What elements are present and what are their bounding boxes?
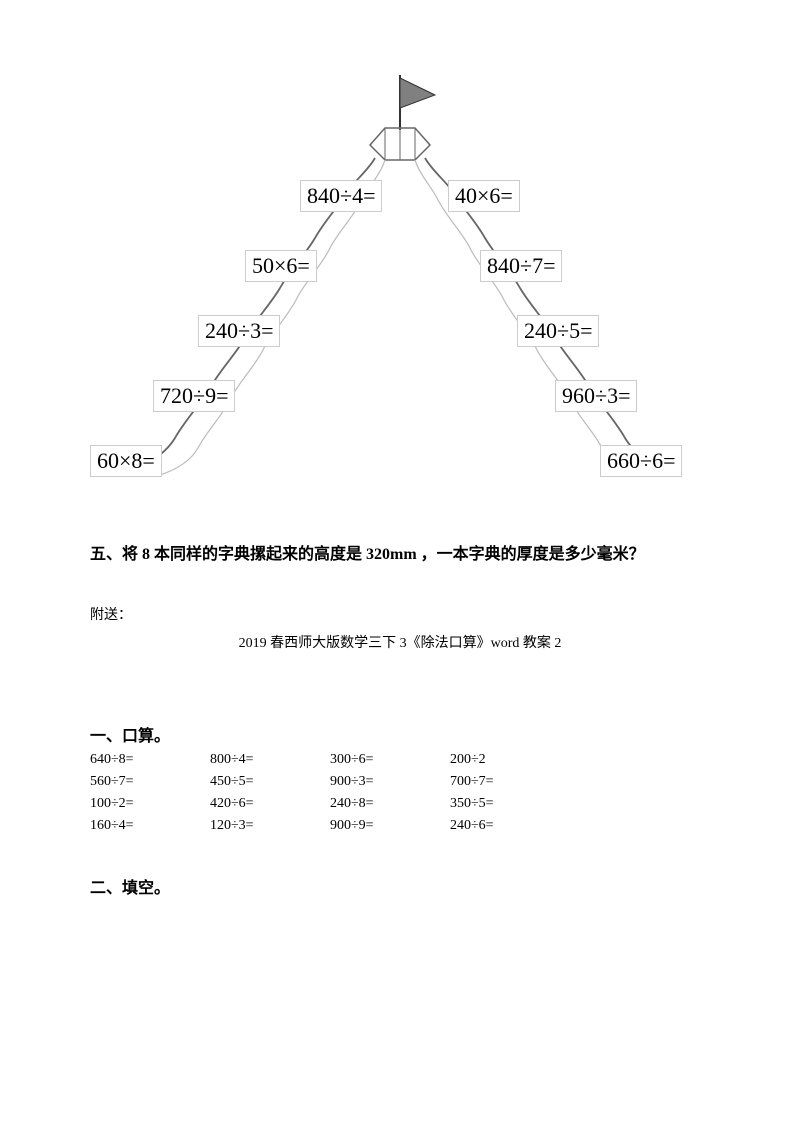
eq-right-2: 240÷5= xyxy=(517,315,599,347)
section-2-heading: 二、填空。 xyxy=(90,874,710,898)
calc-cell: 120÷3= xyxy=(210,818,300,834)
mental-calc-row: 560÷7= 450÷5= 900÷3= 700÷7= xyxy=(90,774,710,790)
calc-cell: 900÷9= xyxy=(330,818,420,834)
eq-left-1: 50×6= xyxy=(245,250,317,282)
eq-right-4: 660÷6= xyxy=(600,445,682,477)
eq-left-4: 60×8= xyxy=(90,445,162,477)
calc-cell: 200÷2 xyxy=(450,752,540,768)
calc-cell: 640÷8= xyxy=(90,752,180,768)
calc-cell: 560÷7= xyxy=(90,774,180,790)
mental-calc-row: 100÷2= 420÷6= 240÷8= 350÷5= xyxy=(90,796,710,812)
question-5: 五、将 8 本同样的字典摞起来的高度是 320mm ，一本字典的厚度是多少毫米？ xyxy=(90,540,710,564)
calc-cell: 900÷3= xyxy=(330,774,420,790)
eq-right-0: 40×6= xyxy=(448,180,520,212)
mental-calc-row: 160÷4= 120÷3= 900÷9= 240÷6= xyxy=(90,818,710,834)
eq-right-3: 960÷3= xyxy=(555,380,637,412)
subtitle: 2019 春西师大版数学三下 3《除法口算》word 教案 2 xyxy=(90,632,710,652)
calc-cell: 300÷6= xyxy=(330,752,420,768)
mental-calc-row: 640÷8= 800÷4= 300÷6= 200÷2 xyxy=(90,752,710,768)
mountain-svg xyxy=(90,70,710,480)
calc-cell: 240÷8= xyxy=(330,796,420,812)
calc-cell: 420÷6= xyxy=(210,796,300,812)
mental-calc-table: 640÷8= 800÷4= 300÷6= 200÷2 560÷7= 450÷5=… xyxy=(90,752,710,834)
calc-cell: 800÷4= xyxy=(210,752,300,768)
eq-left-3: 720÷9= xyxy=(153,380,235,412)
section-1-heading: 一、口算。 xyxy=(90,722,710,746)
calc-cell: 350÷5= xyxy=(450,796,540,812)
calc-cell: 240÷6= xyxy=(450,818,540,834)
calc-cell: 160÷4= xyxy=(90,818,180,834)
eq-left-2: 240÷3= xyxy=(198,315,280,347)
eq-right-1: 840÷7= xyxy=(480,250,562,282)
eq-left-0: 840÷4= xyxy=(300,180,382,212)
calc-cell: 450÷5= xyxy=(210,774,300,790)
mountain-diagram: 840÷4= 50×6= 240÷3= 720÷9= 60×8= 40×6= 8… xyxy=(90,70,710,480)
calc-cell: 700÷7= xyxy=(450,774,540,790)
appendix-label: 附送： xyxy=(90,604,710,624)
calc-cell: 100÷2= xyxy=(90,796,180,812)
